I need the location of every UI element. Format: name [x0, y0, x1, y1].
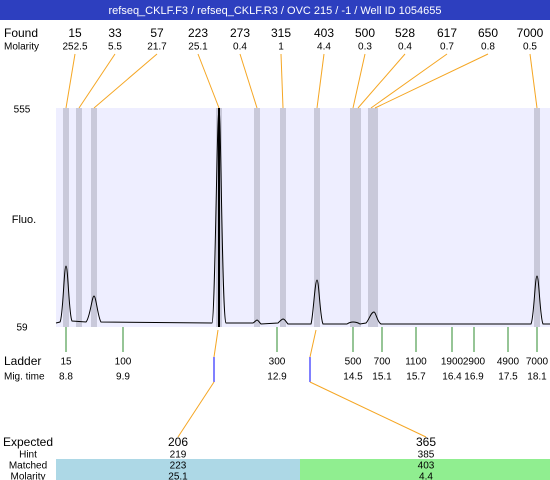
found-size: 617: [437, 26, 457, 40]
peak-band: [314, 108, 320, 327]
peak-band: [350, 108, 356, 327]
peak-band: [76, 108, 82, 327]
ladder-size: 500: [345, 357, 362, 368]
connector: [177, 381, 215, 438]
peak-band: [91, 108, 97, 327]
peak-band: [254, 108, 260, 327]
peak-connector: [65, 53, 76, 109]
peak-connector: [93, 53, 158, 109]
ladder-mig-time: 15.1: [372, 372, 392, 383]
expected-molarity: 25.1: [168, 472, 188, 480]
peak-band: [534, 108, 540, 327]
expected-hint: 385: [418, 450, 435, 461]
found-size: 223: [188, 26, 208, 40]
found-label: Found: [4, 26, 38, 40]
peak-connector: [197, 53, 220, 109]
connector: [213, 329, 219, 358]
ladder-mig-time: 14.5: [343, 372, 363, 383]
ladder-mig-time: 18.1: [527, 372, 547, 383]
peak-band: [355, 108, 361, 327]
ladder-size: 7000: [526, 357, 549, 368]
peak-connector: [370, 53, 448, 109]
matched-band-2: [300, 459, 550, 480]
peak-connector: [78, 53, 116, 109]
ladder-mig-time: 16.4: [442, 372, 462, 383]
found-molarity: 0.4: [233, 42, 247, 53]
found-molarity: 252.5: [62, 42, 87, 53]
ladder-mig-time: 12.9: [267, 372, 287, 383]
ladder-size: 15: [60, 357, 72, 368]
found-molarity: 21.7: [147, 42, 167, 53]
mig-time-label: Mig. time: [4, 372, 45, 383]
ladder-size: 300: [269, 357, 286, 368]
ladder-size: 700: [374, 357, 391, 368]
ladder-size: 1100: [405, 357, 427, 368]
expected-row-label: Hint: [19, 450, 37, 461]
peak-band: [372, 108, 378, 327]
peak-connector: [357, 53, 406, 109]
expected-expected: 365: [416, 435, 436, 449]
found-size: 7000: [517, 26, 544, 40]
found-size: 500: [355, 26, 375, 40]
found-molarity: 0.7: [440, 42, 454, 53]
expected-row-label: Expected: [3, 435, 53, 449]
peak-band: [280, 108, 286, 327]
ladder-mig-time: 17.5: [498, 372, 518, 383]
ladder-size: 1900: [441, 357, 464, 368]
connector: [309, 381, 427, 438]
found-size: 315: [271, 26, 291, 40]
ladder-size: 4900: [497, 357, 520, 368]
expected-expected: 206: [168, 435, 188, 449]
trace: [55, 107, 550, 325]
ladder-size: 2900: [463, 357, 486, 368]
peak-band: [368, 108, 374, 327]
ladder-mig-time: 9.9: [116, 372, 130, 383]
peak-connector: [352, 53, 366, 109]
peak-connector: [280, 53, 284, 109]
found-molarity: 0.3: [358, 42, 372, 53]
found-molarity: 25.1: [188, 42, 208, 53]
ladder-label: Ladder: [4, 354, 41, 368]
found-molarity: 0.8: [481, 42, 495, 53]
ladder-size: 100: [115, 357, 132, 368]
y-min-label: 59: [16, 323, 28, 334]
title: refseq_CKLF.F3 / refseq_CKLF.R3 / OVC 21…: [108, 5, 441, 17]
expected-row-label: Molarity: [10, 472, 45, 480]
found-molarity: 1: [278, 42, 284, 53]
molarity-label: Molarity: [4, 42, 39, 53]
expected-molarity: 4.4: [419, 472, 433, 480]
expected-hint: 219: [170, 450, 187, 461]
found-size: 528: [395, 26, 415, 40]
title-bar: [0, 0, 550, 20]
peak-band: [63, 108, 69, 327]
connector: [309, 329, 317, 358]
peak-connector: [529, 53, 538, 109]
matched-band-1: [56, 459, 300, 480]
ladder-mig-time: 8.8: [59, 372, 73, 383]
ladder-mig-time: 16.9: [464, 372, 484, 383]
plot-area: [56, 108, 550, 327]
found-size: 15: [68, 26, 82, 40]
ladder-mig-time: 15.7: [406, 372, 426, 383]
found-size: 33: [108, 26, 122, 40]
found-molarity: 0.4: [398, 42, 412, 53]
peak-connector: [239, 53, 258, 109]
found-molarity: 4.4: [317, 42, 331, 53]
expected-row-label: Matched: [9, 461, 47, 472]
found-size: 57: [150, 26, 164, 40]
expected-matched: 403: [418, 461, 435, 472]
y-axis-label: Fluo.: [12, 214, 36, 226]
found-molarity: 0.5: [523, 42, 537, 53]
peak-connector: [374, 53, 489, 109]
y-max-label: 555: [14, 105, 31, 116]
expected-matched: 223: [170, 461, 187, 472]
found-molarity: 5.5: [108, 42, 122, 53]
found-size: 403: [314, 26, 334, 40]
found-size: 650: [478, 26, 498, 40]
peak-connector: [316, 53, 325, 109]
found-size: 273: [230, 26, 250, 40]
